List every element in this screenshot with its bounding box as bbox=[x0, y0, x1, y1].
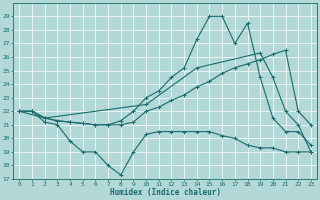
X-axis label: Humidex (Indice chaleur): Humidex (Indice chaleur) bbox=[110, 188, 220, 197]
